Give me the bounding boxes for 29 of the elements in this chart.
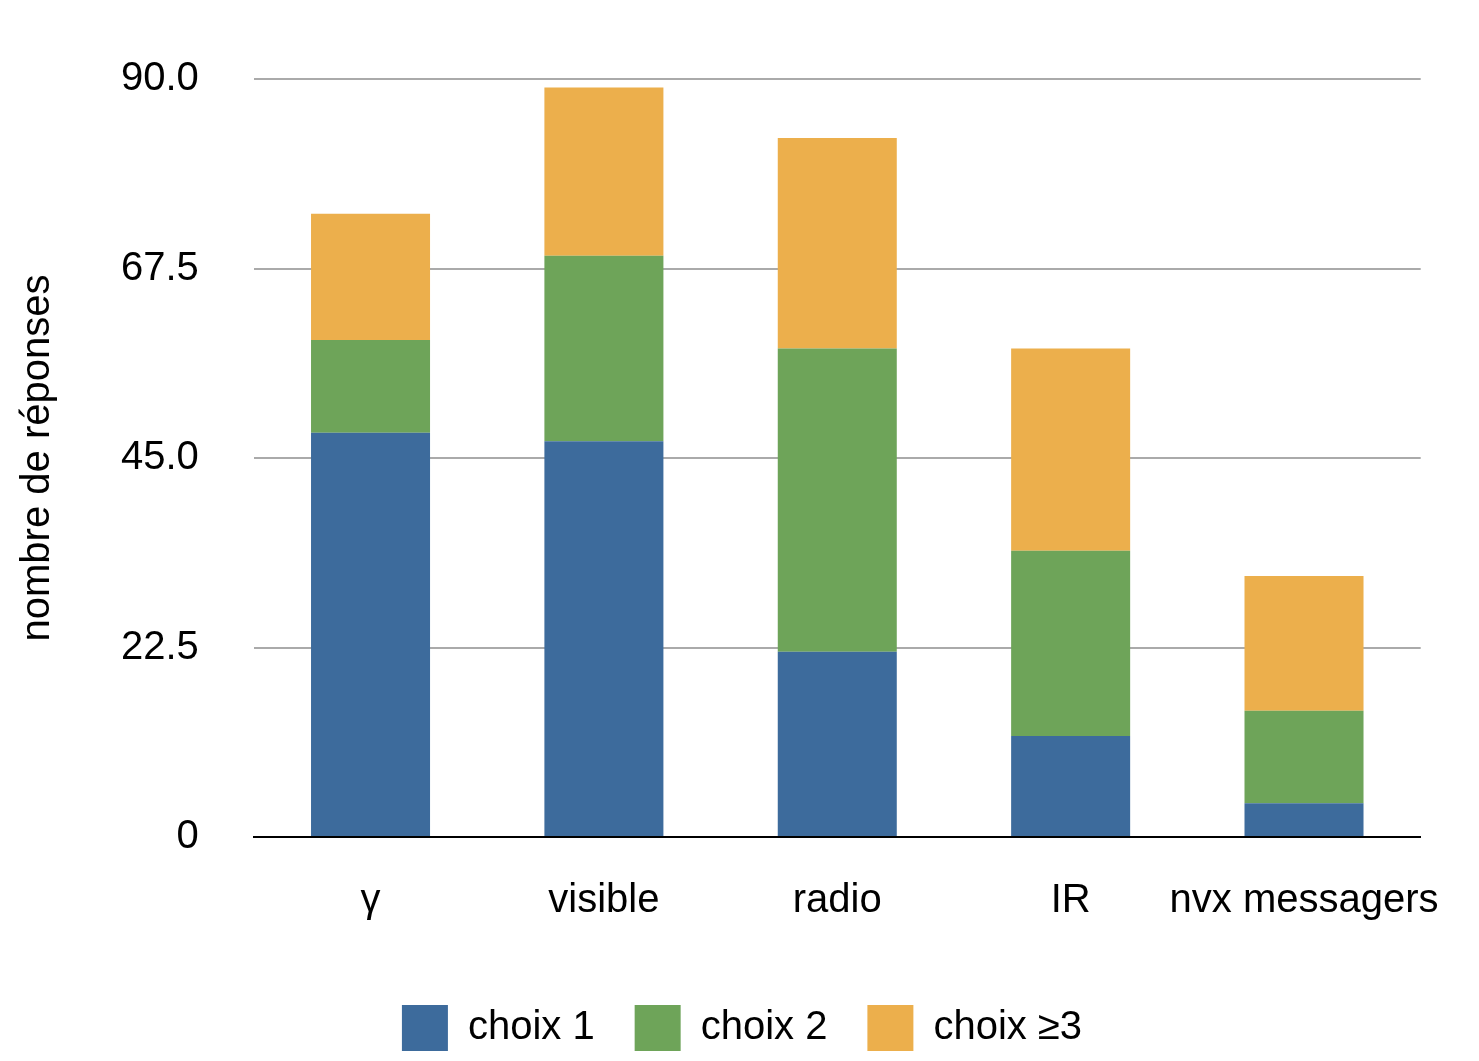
x-tick-label: radio <box>792 876 882 921</box>
y-tick-label: 22.5 <box>120 622 199 667</box>
x-tick-label: visible <box>548 876 660 921</box>
bar <box>1244 710 1364 804</box>
bar <box>311 213 431 341</box>
y-tick-label: 0 <box>176 812 199 857</box>
bar <box>311 340 431 433</box>
y-tick-label: 45.0 <box>120 433 199 478</box>
y-axis-title: nombre de réponses <box>13 274 58 642</box>
bar <box>544 87 664 256</box>
x-tick-label: nvx messagers <box>1169 876 1439 921</box>
bar <box>544 255 664 442</box>
y-tick-label: 67.5 <box>120 243 199 288</box>
bar <box>544 441 664 836</box>
bar <box>1011 550 1131 736</box>
legend-label: choix 1 <box>467 1003 595 1048</box>
bar <box>777 651 897 836</box>
x-tick-label: IR <box>1050 876 1091 921</box>
bar <box>1244 575 1364 711</box>
bar <box>777 137 897 349</box>
bar <box>1011 348 1131 551</box>
y-tick-label: 90.0 <box>120 54 199 99</box>
bar <box>777 348 897 652</box>
x-tick-label: γ <box>360 876 381 921</box>
bar <box>311 432 431 836</box>
bar <box>1011 735 1131 836</box>
legend-label: choix ≥3 <box>933 1003 1083 1048</box>
bar <box>1244 803 1364 836</box>
legend-label: choix 2 <box>700 1003 828 1048</box>
